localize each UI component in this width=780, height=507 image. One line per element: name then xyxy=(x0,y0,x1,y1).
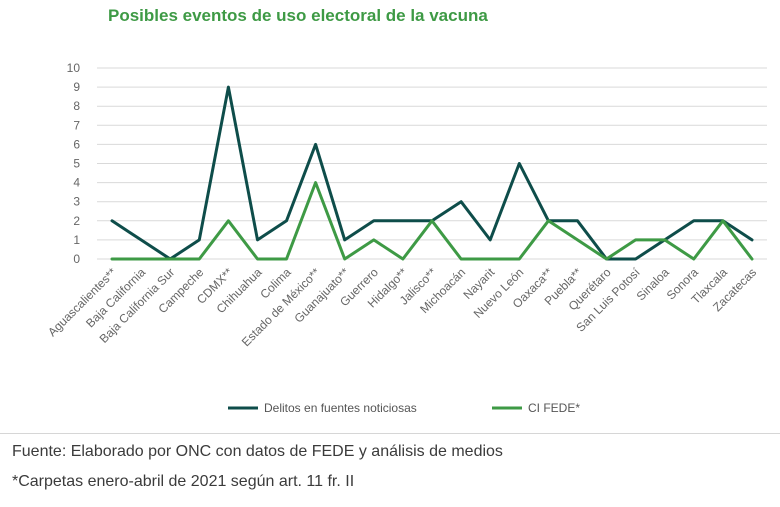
legend-label-2: CI FEDE* xyxy=(528,401,580,415)
y-tick-label: 5 xyxy=(73,157,80,171)
series-line-2 xyxy=(110,181,754,261)
series-lines xyxy=(110,85,754,261)
series-line-1 xyxy=(110,85,754,261)
x-tick-label: Sinaloa xyxy=(634,265,672,303)
y-tick-label: 2 xyxy=(73,214,80,228)
y-tick-label: 9 xyxy=(73,80,80,94)
y-axis-ticks: 0 1 2 3 4 5 6 7 8 9 10 xyxy=(67,61,81,266)
gridlines xyxy=(97,67,767,260)
footer-separator xyxy=(0,433,780,434)
y-tick-label: 7 xyxy=(73,118,80,132)
y-tick-label: 10 xyxy=(67,61,81,75)
chart-title: Posibles eventos de uso electoral de la … xyxy=(108,6,488,25)
y-tick-label: 8 xyxy=(73,99,80,113)
y-tick-label: 3 xyxy=(73,195,80,209)
y-tick-label: 6 xyxy=(73,137,80,151)
y-tick-label: 0 xyxy=(73,252,80,266)
legend-label-1: Delitos en fuentes noticiosas xyxy=(264,401,417,415)
legend: Delitos en fuentes noticiosas CI FEDE* xyxy=(228,401,580,415)
y-tick-label: 1 xyxy=(73,233,80,247)
line-chart: 0 1 2 3 4 5 6 7 8 9 10 Aguascalientes**Baja Califo… xyxy=(45,61,767,415)
y-tick-label: 4 xyxy=(73,176,80,190)
source-note: Fuente: Elaborado por ONC con datos de F… xyxy=(12,443,503,460)
footnote: *Carpetas enero-abril de 2021 según art.… xyxy=(12,473,355,490)
